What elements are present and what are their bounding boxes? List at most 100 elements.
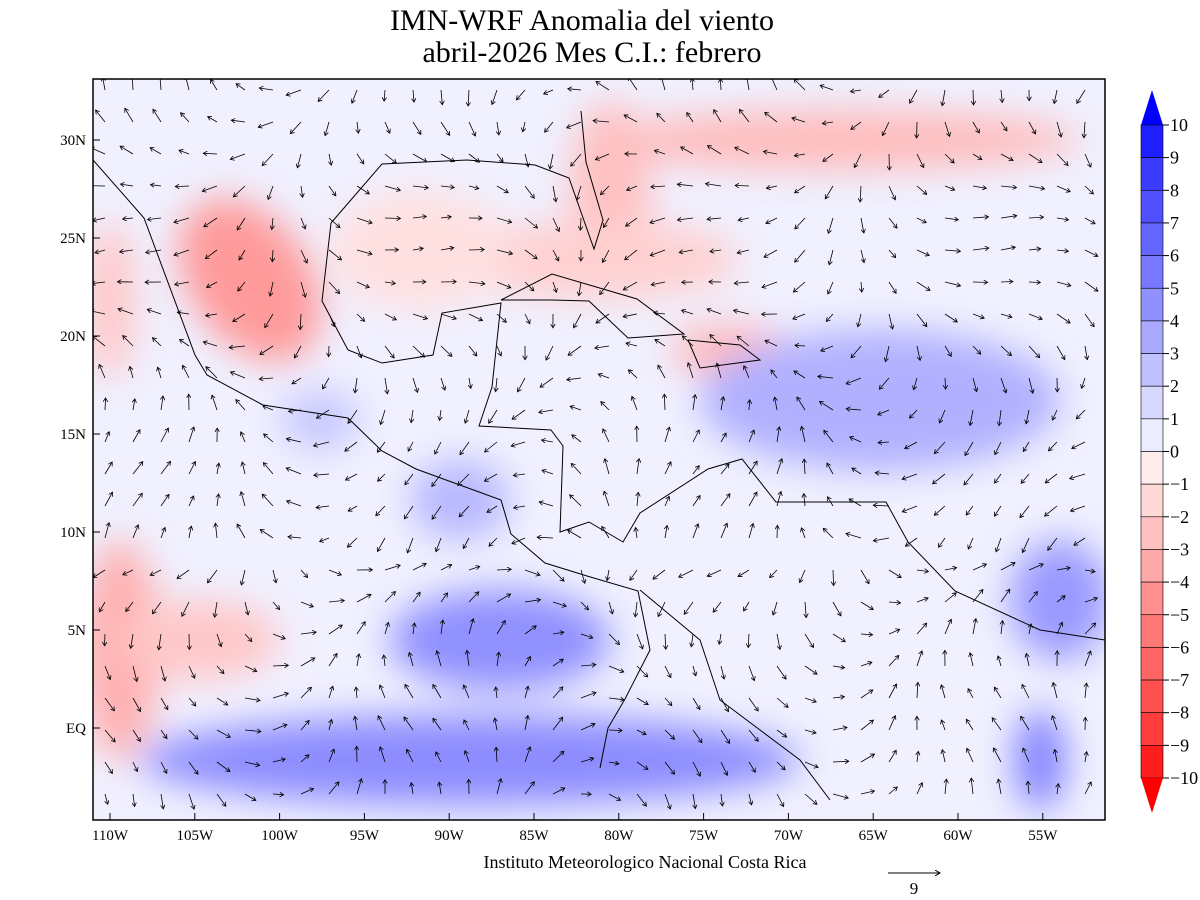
wind-vector <box>468 89 469 106</box>
wind-vector <box>272 569 276 583</box>
wind-vector <box>468 592 479 603</box>
wind-vector <box>682 310 694 315</box>
wind-vector <box>636 633 643 649</box>
wind-vector <box>692 729 702 743</box>
wind-vector <box>181 113 190 123</box>
wind-vector <box>412 121 421 134</box>
wind-vector <box>684 601 694 614</box>
wind-vector <box>608 601 613 614</box>
wind-vector <box>794 154 806 156</box>
wind-vector <box>574 313 582 328</box>
wind-vector <box>626 343 638 346</box>
wind-vector <box>916 153 924 168</box>
wind-vector <box>133 793 135 807</box>
wind-vector <box>314 441 330 446</box>
wind-vector <box>805 601 806 618</box>
wind-vector <box>123 336 134 347</box>
wind-vector <box>188 496 194 507</box>
wind-vector <box>764 249 778 257</box>
wind-vector <box>496 281 511 288</box>
wind-vector <box>888 716 895 731</box>
wind-vector <box>203 153 218 154</box>
wind-vector <box>290 121 302 134</box>
wind-vector <box>465 751 470 763</box>
wind-vector <box>300 788 314 795</box>
wind-vector <box>773 601 778 615</box>
wind-vector <box>776 697 788 707</box>
colorbar-box <box>1140 418 1164 452</box>
wind-vector <box>832 761 849 762</box>
wind-vector <box>624 115 638 123</box>
colorbar-box <box>1140 385 1164 420</box>
wind-vector <box>993 748 1002 763</box>
wind-vector <box>258 121 274 127</box>
wind-vector <box>776 729 787 737</box>
wind-vector <box>720 494 730 507</box>
wind-vector <box>272 693 288 699</box>
wind-vector <box>552 751 564 763</box>
wind-vector <box>356 185 369 194</box>
wind-vector <box>356 217 372 223</box>
wind-vector <box>828 217 834 233</box>
wind-vector <box>545 121 554 132</box>
wind-vector <box>860 720 873 731</box>
wind-vector <box>917 751 918 763</box>
wind-vector <box>608 665 624 672</box>
wind-vector <box>105 793 108 804</box>
wind-vector <box>888 629 900 635</box>
wind-vector <box>412 345 425 357</box>
wind-vector <box>292 377 302 384</box>
wind-vector <box>692 524 698 539</box>
wind-vector <box>328 654 337 667</box>
wind-vector <box>1084 782 1091 795</box>
wind-vector <box>552 249 559 261</box>
wind-vector <box>241 432 246 443</box>
wind-vector <box>467 650 469 667</box>
wind-vector <box>356 687 357 699</box>
wind-vector <box>873 505 890 506</box>
wind-vector <box>328 569 341 575</box>
wind-vector <box>412 592 420 603</box>
wind-vector <box>121 184 134 186</box>
colorbar-label: −2 <box>1170 507 1189 527</box>
wind-vector <box>93 282 106 284</box>
wind-vector <box>93 311 106 315</box>
wind-vector <box>524 281 534 291</box>
wind-vector <box>264 434 274 443</box>
wind-vector <box>692 761 700 776</box>
wind-vector <box>384 622 389 635</box>
wind-vector <box>272 249 273 262</box>
wind-vector <box>468 153 480 162</box>
wind-vector <box>208 569 218 583</box>
wind-vector <box>737 249 750 253</box>
colorbar-box <box>1140 549 1164 583</box>
wind-vector <box>409 653 414 667</box>
wind-vector <box>580 601 589 610</box>
colorbar-box <box>1140 124 1164 158</box>
wind-vector <box>217 463 219 475</box>
wind-vector <box>1000 377 1006 393</box>
wind-vector <box>664 793 670 809</box>
colorbar-box <box>1140 581 1164 616</box>
lon-tick-label: 70W <box>774 828 804 844</box>
wind-vector <box>160 697 168 710</box>
wind-vector <box>355 716 357 731</box>
wind-vector <box>970 653 974 667</box>
wind-vector <box>404 505 414 519</box>
wind-vector <box>485 441 498 452</box>
wind-vector <box>348 505 358 511</box>
wind-vector <box>300 632 316 634</box>
colorbar-box <box>1140 157 1164 191</box>
colorbar-box <box>1140 222 1164 256</box>
wind-vector <box>748 524 753 539</box>
wind-vector <box>1084 313 1094 327</box>
wind-vector <box>967 748 974 763</box>
wind-vector <box>580 633 593 638</box>
wind-vector <box>244 761 260 765</box>
wind-vector <box>260 345 274 355</box>
wind-vector <box>468 619 473 635</box>
wind-vector <box>357 121 358 133</box>
wind-vector <box>1029 624 1031 635</box>
wind-vector <box>579 281 581 296</box>
wind-vector <box>934 441 946 454</box>
